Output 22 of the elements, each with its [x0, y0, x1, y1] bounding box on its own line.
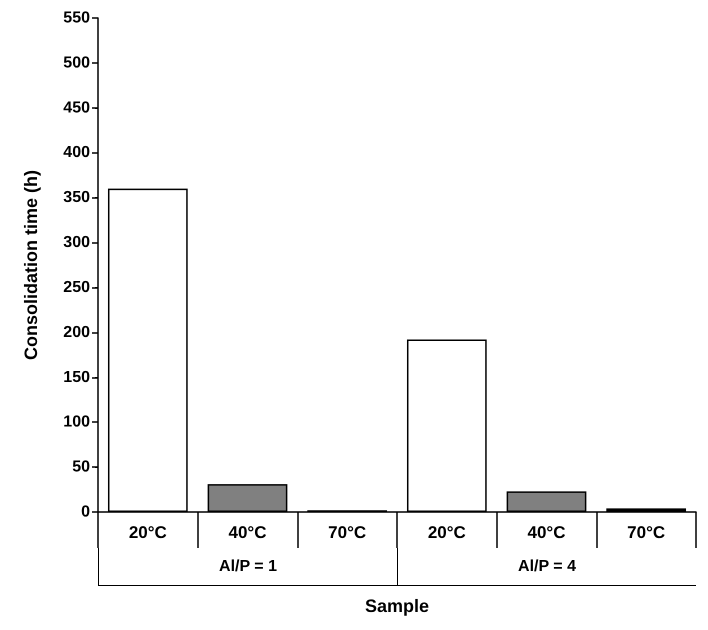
y-tick-label: 50 — [72, 458, 90, 476]
y-tick-label: 450 — [63, 99, 90, 116]
text: Al/P = 4 — [517, 556, 577, 576]
x-axis-title: Sample — [364, 596, 430, 617]
x-tick-label: 20°C — [428, 523, 466, 542]
y-tick-label: 0 — [81, 504, 90, 520]
y-tick-label: 400 — [63, 144, 90, 162]
text: Al/P = 1 — [99, 548, 398, 585]
y-tick-label: 250 — [63, 278, 90, 296]
y-tick-label: 200 — [63, 324, 90, 341]
y-tick-label: 350 — [63, 189, 90, 206]
y-tick-label: 500 — [63, 54, 90, 72]
x-tick-label: 40°C — [228, 523, 266, 542]
y-tick-label: 100 — [63, 414, 90, 431]
x-tick-label: 70°C — [328, 523, 366, 542]
y-tick-label: 550 — [63, 10, 90, 26]
y-axis-title: Consolidation time (h) — [21, 170, 41, 360]
x-tick-label: 70°C — [627, 523, 666, 542]
y-tick-label: 300 — [63, 234, 90, 252]
x-tick-label: 20°C — [128, 523, 167, 542]
y-tick-label: 150 — [63, 368, 90, 386]
x-tick-label: 40°C — [528, 523, 566, 542]
